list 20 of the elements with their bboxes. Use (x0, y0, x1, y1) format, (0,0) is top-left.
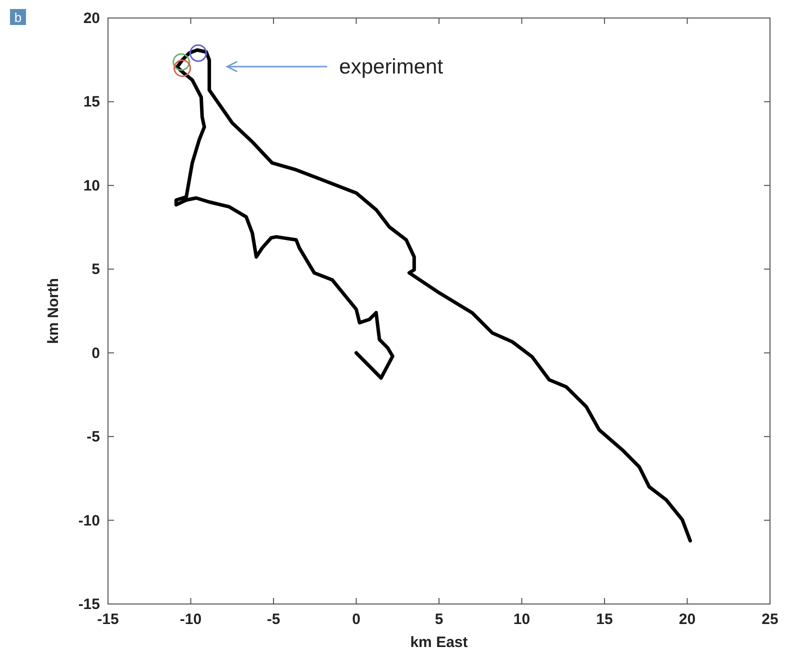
x-tick-label: 20 (678, 611, 696, 628)
x-tick-label: 5 (434, 611, 444, 628)
y-tick-label: 5 (92, 261, 100, 278)
y-tick-label: 10 (83, 177, 100, 194)
x-tick-label: 15 (596, 611, 613, 628)
y-tick-label: -5 (86, 428, 100, 446)
y-axis-title: km North (45, 278, 62, 344)
text: b (14, 10, 22, 25)
y-tick-label: 20 (83, 10, 100, 27)
x-axis-title: km East (410, 634, 468, 651)
y-tick-label: -15 (78, 596, 100, 613)
x-tick-label: 10 (513, 611, 530, 628)
annotation: experiment (339, 56, 444, 79)
x-tick-label: 0 (352, 611, 360, 628)
y-tick-label: -10 (78, 512, 100, 530)
y-tick-label: 0 (92, 344, 100, 362)
x-tick-label: -5 (266, 611, 280, 628)
x-tick-label: 25 (762, 611, 778, 628)
y-tick-label: 15 (83, 94, 100, 111)
x-tick-label: -10 (180, 611, 202, 628)
